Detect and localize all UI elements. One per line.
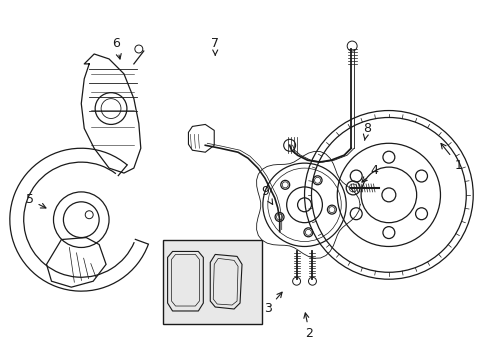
Text: 5: 5 <box>25 193 46 208</box>
Text: 7: 7 <box>211 37 219 55</box>
Bar <box>163 239 262 324</box>
Text: 3: 3 <box>264 292 282 315</box>
Text: 9: 9 <box>261 185 272 204</box>
Text: 2: 2 <box>303 313 313 340</box>
Text: 4: 4 <box>361 163 377 182</box>
Text: 1: 1 <box>440 143 461 172</box>
Text: 6: 6 <box>112 37 121 59</box>
Text: 8: 8 <box>362 122 370 140</box>
